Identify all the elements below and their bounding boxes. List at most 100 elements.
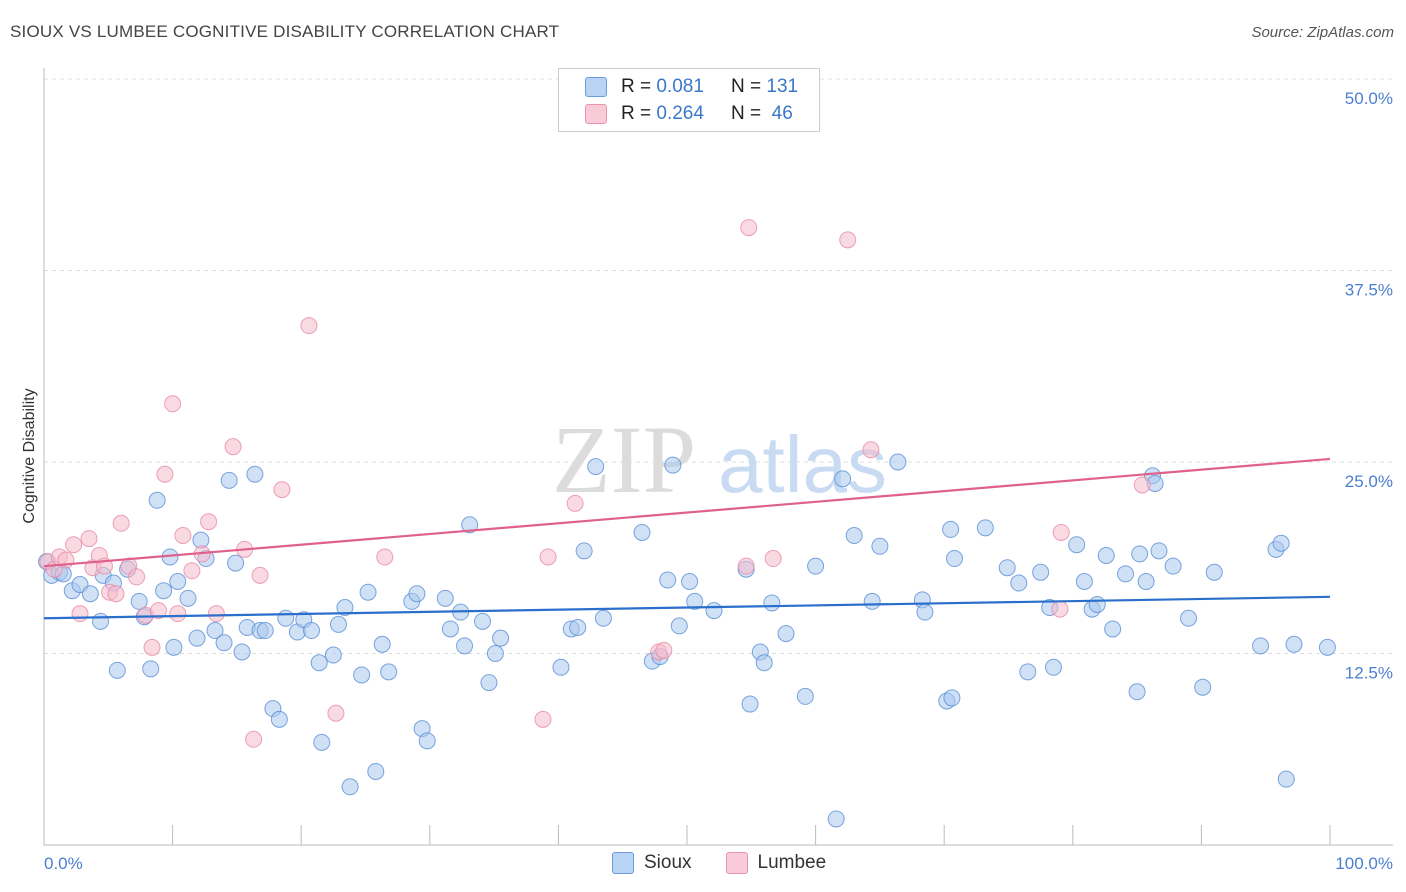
data-point (681, 572, 699, 590)
data-point (1131, 545, 1149, 563)
data-point (587, 458, 605, 476)
data-point (183, 562, 201, 580)
data-point (310, 654, 328, 672)
data-point (942, 520, 960, 538)
data-point (71, 605, 89, 623)
data-point (764, 550, 782, 568)
data-point (436, 589, 454, 607)
data-point (863, 592, 881, 610)
sioux-legend-swatch (612, 852, 634, 874)
data-point (373, 635, 391, 653)
lumbee-legend-label: Lumbee (757, 852, 827, 873)
data-point (1068, 536, 1086, 554)
data-point (1137, 572, 1155, 590)
data-point (277, 609, 295, 627)
data-point (1318, 638, 1336, 656)
data-point (164, 395, 182, 413)
data-point (998, 559, 1016, 577)
data-point (862, 441, 880, 459)
data-point (251, 566, 269, 584)
watermark: ZIP atlas (552, 406, 887, 513)
data-point (945, 550, 963, 568)
data-point (777, 625, 795, 643)
data-point (737, 557, 755, 575)
y-axis-label: Cognitive Disability (21, 388, 38, 523)
data-point (108, 661, 126, 679)
data-point (156, 465, 174, 483)
data-point (594, 609, 612, 627)
data-point (664, 456, 682, 474)
data-point (889, 453, 907, 471)
data-point (107, 585, 125, 603)
data-point (174, 527, 192, 545)
data-point (1032, 563, 1050, 581)
data-point (976, 519, 994, 537)
sioux-swatch (585, 77, 607, 97)
data-point (148, 491, 166, 509)
data-point (81, 585, 99, 603)
data-point (246, 465, 264, 483)
series-legend: Sioux Lumbee (612, 852, 826, 874)
data-point (327, 704, 345, 722)
data-point (336, 599, 354, 617)
data-point (165, 638, 183, 656)
data-point (827, 810, 845, 828)
data-point (270, 710, 288, 728)
data-point (1180, 609, 1198, 627)
data-point (329, 615, 347, 633)
chart-title: SIOUX VS LUMBEE COGNITIVE DISABILITY COR… (10, 22, 560, 41)
data-point (1128, 683, 1146, 701)
data-point (486, 645, 504, 662)
data-point (313, 733, 331, 751)
data-point (569, 618, 587, 636)
data-point (796, 687, 814, 705)
data-point (1097, 546, 1115, 564)
trend-lines (43, 457, 1331, 620)
data-point (245, 730, 263, 748)
axes (43, 68, 1393, 846)
y-tick-labels: 12.5% 25.0% 37.5% 50.0% (1345, 89, 1393, 683)
data-point (807, 557, 825, 575)
x-tick-max: 100.0% (1335, 854, 1393, 873)
data-point (80, 530, 98, 548)
data-point (130, 592, 148, 610)
data-point (741, 695, 759, 713)
data-point (200, 513, 218, 531)
data-point (341, 778, 359, 796)
data-point (353, 666, 371, 684)
watermark-atlas: atlas (718, 420, 887, 509)
lumbee-trend-line (43, 457, 1331, 568)
data-point (1052, 523, 1070, 541)
data-point (763, 594, 781, 612)
y-tick-label: 37.5% (1345, 281, 1393, 300)
sioux-legend-label: Sioux (644, 852, 692, 873)
grid-lines (44, 78, 1393, 654)
data-point (1010, 574, 1028, 592)
data-point (367, 762, 385, 780)
data-point (256, 622, 274, 640)
y-tick-label: 25.0% (1345, 472, 1393, 491)
lumbee-points (39, 219, 1151, 748)
data-point (220, 471, 238, 489)
data-point (1277, 770, 1295, 788)
data-point (534, 710, 552, 728)
data-point (474, 612, 492, 630)
data-point (1150, 542, 1168, 560)
data-point (1019, 663, 1037, 681)
data-point (65, 536, 83, 554)
sioux-trend-line (43, 595, 1331, 620)
data-point (539, 548, 557, 566)
data-point (1194, 678, 1212, 696)
data-point (1285, 635, 1303, 653)
data-point (233, 643, 251, 661)
data-point (1075, 572, 1093, 590)
data-point (566, 494, 584, 512)
data-point (552, 658, 570, 676)
r-label: R = (621, 76, 652, 97)
data-point (300, 317, 318, 335)
data-point (380, 663, 398, 681)
legend-row-lumbee: R = 0.264 N = 46 (585, 102, 793, 126)
data-point (480, 674, 498, 692)
data-point (740, 219, 758, 237)
